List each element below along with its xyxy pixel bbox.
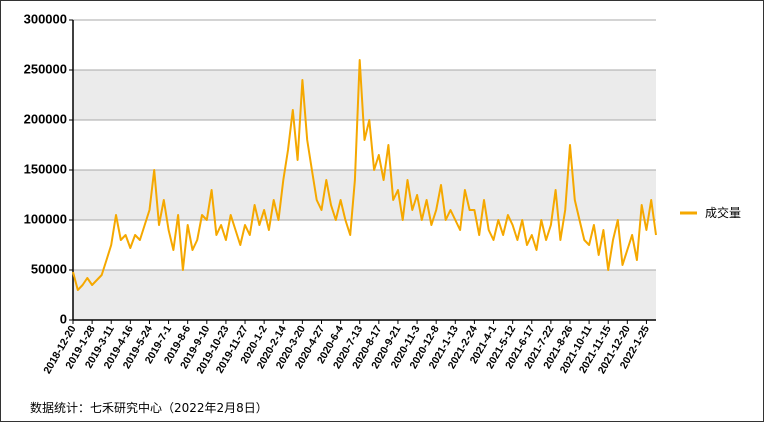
- y-tick-label: 300000: [24, 11, 67, 26]
- y-tick-label: 150000: [24, 161, 67, 176]
- legend-label: 成交量: [705, 205, 741, 220]
- data-line: [72, 59, 657, 291]
- y-tick-label: 0: [60, 311, 67, 326]
- grid-band: [73, 270, 656, 320]
- y-tick-label: 250000: [24, 61, 67, 76]
- y-tick-label: 50000: [31, 261, 67, 276]
- grid-band: [73, 70, 656, 120]
- y-tick-label: 200000: [24, 111, 67, 126]
- grid-band: [73, 170, 656, 220]
- y-tick-label: 100000: [24, 211, 67, 226]
- source-note: 数据统计：七禾研究中心（2022年2月8日）: [30, 400, 268, 415]
